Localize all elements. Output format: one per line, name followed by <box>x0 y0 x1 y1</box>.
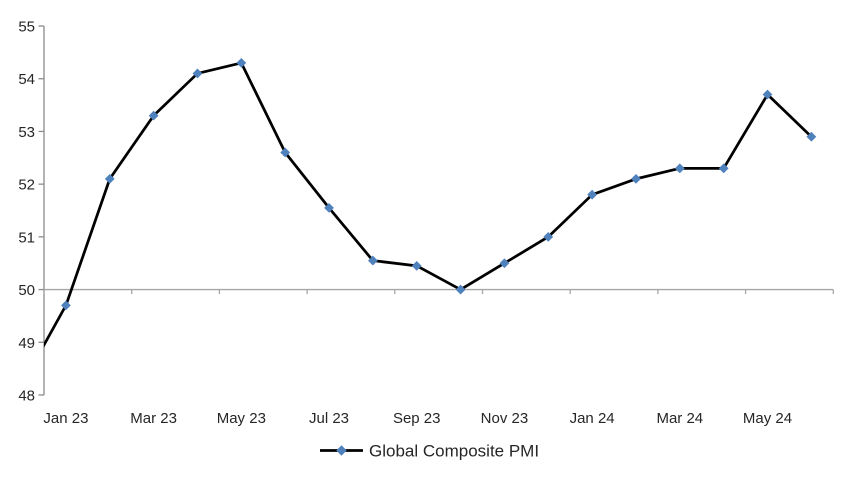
x-tick-label: Mar 24 <box>656 410 703 427</box>
data-point-marker <box>806 131 817 142</box>
data-point-marker <box>192 68 203 79</box>
data-point-marker <box>674 163 685 174</box>
data-point-marker <box>587 189 598 200</box>
y-axis-labels: 48 49 50 51 52 53 54 55 <box>18 19 35 405</box>
data-point-marker <box>718 163 729 174</box>
data-point-marker <box>367 255 378 266</box>
y-tick-label: 53 <box>18 124 35 141</box>
data-point-marker <box>499 258 510 269</box>
data-point-marker <box>411 260 422 271</box>
y-axis <box>38 25 45 396</box>
pmi-line <box>44 61 813 348</box>
pmi-line-series <box>44 61 813 348</box>
y-tick-label: 54 <box>18 71 35 88</box>
data-point-marker <box>104 173 115 184</box>
category-axis-at-50 <box>43 288 834 295</box>
x-axis-labels: Jan 23 Mar 23 May 23 Jul 23 Sep 23 Nov 23 Jan … <box>43 410 792 427</box>
data-point-marker <box>61 300 71 311</box>
x-tick-label: Sep 23 <box>393 410 441 427</box>
y-tick-label: 52 <box>18 177 35 194</box>
y-tick-label: 51 <box>18 229 35 246</box>
y-tick-label: 55 <box>18 19 35 36</box>
x-tick-label: May 23 <box>217 410 266 427</box>
y-tick-label: 49 <box>18 335 35 352</box>
x-tick-label: May 24 <box>743 410 792 427</box>
legend-label: Global Composite PMI <box>369 442 539 461</box>
data-point-marker <box>236 58 247 68</box>
x-tick-label: Jan 23 <box>43 410 88 427</box>
y-tick-label: 50 <box>18 282 35 299</box>
legend: Global Composite PMI <box>320 442 539 461</box>
legend-diamond-icon <box>336 445 347 456</box>
data-point-marker <box>148 110 159 121</box>
data-point-marker <box>543 231 554 242</box>
data-point-marker <box>455 284 466 295</box>
data-point-marker <box>280 147 291 158</box>
pmi-markers <box>61 58 817 311</box>
y-tick-label: 48 <box>18 388 35 405</box>
x-tick-label: Nov 23 <box>481 410 529 427</box>
data-point-marker <box>631 173 641 184</box>
x-tick-label: Jul 23 <box>309 410 349 427</box>
data-point-marker <box>324 202 334 213</box>
x-tick-label: Mar 23 <box>130 410 177 427</box>
data-point-marker <box>762 89 773 100</box>
x-tick-label: Jan 24 <box>570 410 615 427</box>
